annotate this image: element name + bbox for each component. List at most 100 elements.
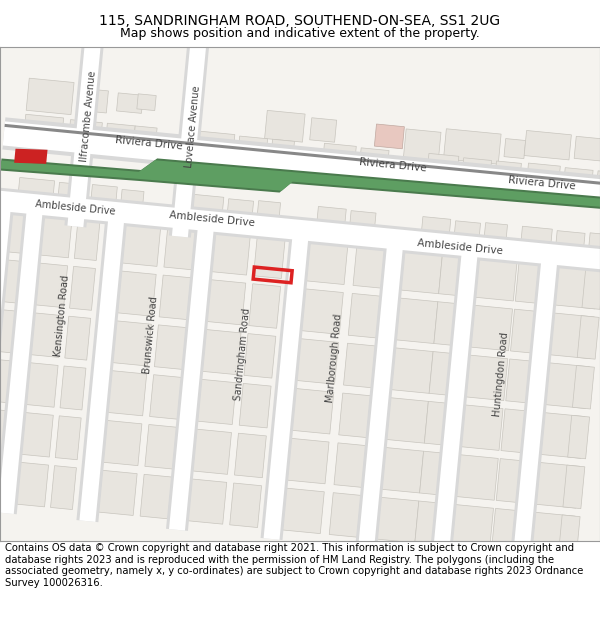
Polygon shape [1, 260, 23, 303]
Polygon shape [0, 200, 11, 511]
Polygon shape [140, 474, 172, 519]
Polygon shape [496, 459, 520, 503]
Polygon shape [589, 233, 600, 253]
Polygon shape [491, 508, 515, 552]
Polygon shape [457, 455, 498, 500]
Polygon shape [1, 158, 600, 211]
Polygon shape [582, 266, 600, 309]
Polygon shape [166, 220, 217, 531]
Polygon shape [323, 143, 356, 164]
Polygon shape [74, 217, 100, 261]
Polygon shape [550, 313, 594, 359]
Polygon shape [58, 182, 88, 201]
Polygon shape [22, 412, 53, 457]
Polygon shape [0, 203, 46, 514]
Polygon shape [103, 421, 142, 466]
Polygon shape [26, 362, 58, 408]
Polygon shape [0, 409, 8, 452]
Text: Kensington Road: Kensington Road [53, 275, 71, 358]
Polygon shape [471, 305, 512, 351]
Polygon shape [501, 409, 525, 452]
Polygon shape [98, 470, 137, 516]
Text: Riviera Drive: Riviera Drive [508, 176, 575, 192]
Polygon shape [17, 462, 49, 507]
Polygon shape [14, 149, 47, 164]
Polygon shape [207, 280, 246, 325]
Polygon shape [79, 211, 125, 522]
Polygon shape [5, 210, 28, 253]
Polygon shape [3, 121, 600, 206]
Polygon shape [197, 379, 236, 424]
Polygon shape [317, 206, 346, 228]
Polygon shape [297, 339, 338, 384]
Polygon shape [263, 229, 309, 540]
Polygon shape [260, 229, 312, 540]
Polygon shape [238, 136, 268, 155]
Polygon shape [515, 259, 539, 303]
Polygon shape [0, 200, 14, 511]
Polygon shape [532, 512, 575, 558]
Polygon shape [572, 366, 595, 409]
Polygon shape [344, 343, 376, 388]
Polygon shape [113, 321, 151, 366]
Polygon shape [577, 316, 599, 359]
Polygon shape [5, 124, 600, 187]
Polygon shape [0, 359, 13, 403]
Polygon shape [0, 459, 4, 503]
Polygon shape [310, 118, 337, 142]
Polygon shape [121, 189, 144, 207]
Polygon shape [239, 383, 271, 428]
Polygon shape [424, 401, 446, 445]
Text: Ambleside Drive: Ambleside Drive [169, 210, 255, 229]
Text: Contains OS data © Crown copyright and database right 2021. This information is : Contains OS data © Crown copyright and d… [5, 543, 583, 588]
Polygon shape [106, 123, 135, 141]
Polygon shape [91, 184, 118, 205]
Polygon shape [443, 129, 501, 164]
Text: Sandringham Road: Sandringham Road [233, 307, 251, 401]
Polygon shape [283, 488, 324, 534]
Polygon shape [374, 124, 404, 149]
Polygon shape [511, 309, 535, 353]
Text: Huntingdon Road: Huntingdon Road [492, 331, 511, 417]
Polygon shape [434, 302, 456, 345]
Polygon shape [506, 359, 530, 403]
Text: Ambleside Drive: Ambleside Drive [35, 199, 116, 217]
Polygon shape [26, 78, 74, 114]
Polygon shape [427, 153, 459, 174]
Polygon shape [0, 188, 600, 274]
Polygon shape [545, 363, 589, 409]
Polygon shape [382, 448, 424, 493]
Polygon shape [169, 220, 214, 531]
Polygon shape [355, 238, 407, 549]
Text: Riviera Drive: Riviera Drive [115, 135, 182, 152]
Polygon shape [253, 234, 286, 279]
Polygon shape [401, 248, 443, 294]
Polygon shape [509, 253, 561, 564]
Polygon shape [172, 35, 207, 238]
Polygon shape [24, 114, 64, 136]
Polygon shape [353, 244, 385, 288]
Polygon shape [65, 316, 91, 360]
Polygon shape [76, 88, 109, 113]
Polygon shape [118, 271, 156, 316]
Polygon shape [556, 231, 585, 249]
Polygon shape [348, 293, 380, 338]
Polygon shape [137, 94, 156, 111]
Polygon shape [76, 211, 128, 522]
Polygon shape [0, 309, 18, 353]
Polygon shape [415, 501, 437, 544]
Text: Map shows position and indicative extent of the property.: Map shows position and indicative extent… [120, 27, 480, 40]
Polygon shape [574, 136, 600, 162]
Polygon shape [169, 35, 210, 238]
Polygon shape [358, 239, 404, 549]
Polygon shape [249, 284, 281, 328]
Polygon shape [192, 194, 224, 216]
Polygon shape [466, 355, 508, 401]
Polygon shape [31, 313, 63, 358]
Polygon shape [235, 433, 266, 478]
Polygon shape [154, 325, 186, 369]
Polygon shape [484, 222, 508, 243]
Polygon shape [334, 443, 366, 488]
Polygon shape [188, 479, 227, 524]
Polygon shape [69, 119, 103, 139]
